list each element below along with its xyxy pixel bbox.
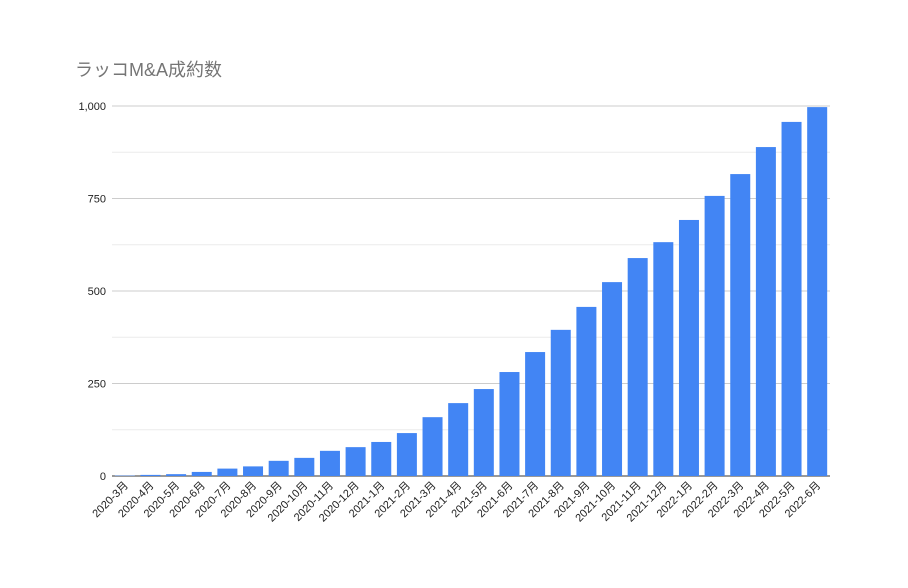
bar xyxy=(345,447,366,476)
bar xyxy=(268,460,289,476)
bar xyxy=(191,471,212,476)
bar xyxy=(396,433,417,476)
bar xyxy=(704,195,725,476)
bar xyxy=(781,121,802,476)
bar xyxy=(755,147,776,476)
bar xyxy=(217,468,238,476)
y-tick-label: 250 xyxy=(88,379,106,391)
bar xyxy=(473,389,494,476)
bar xyxy=(550,329,571,476)
bar xyxy=(807,107,828,477)
y-tick-label: 750 xyxy=(88,194,106,206)
bar xyxy=(525,352,546,476)
y-tick-label: 500 xyxy=(88,286,106,298)
bar xyxy=(448,403,469,476)
bar xyxy=(166,474,187,476)
bar xyxy=(576,306,597,476)
bar xyxy=(319,450,340,476)
y-tick-label: 0 xyxy=(100,471,106,483)
bar xyxy=(678,219,699,476)
bar xyxy=(499,372,520,476)
bar xyxy=(140,474,161,476)
bar xyxy=(371,441,392,476)
bar xyxy=(653,242,674,476)
bar xyxy=(422,417,443,476)
bar xyxy=(602,282,623,476)
bar xyxy=(730,174,751,476)
bar xyxy=(294,457,315,476)
bar xyxy=(627,258,648,476)
y-tick-label: 1,000 xyxy=(78,101,106,113)
chart-title: ラッコM&A成約数 xyxy=(75,60,222,80)
bar xyxy=(243,466,264,476)
